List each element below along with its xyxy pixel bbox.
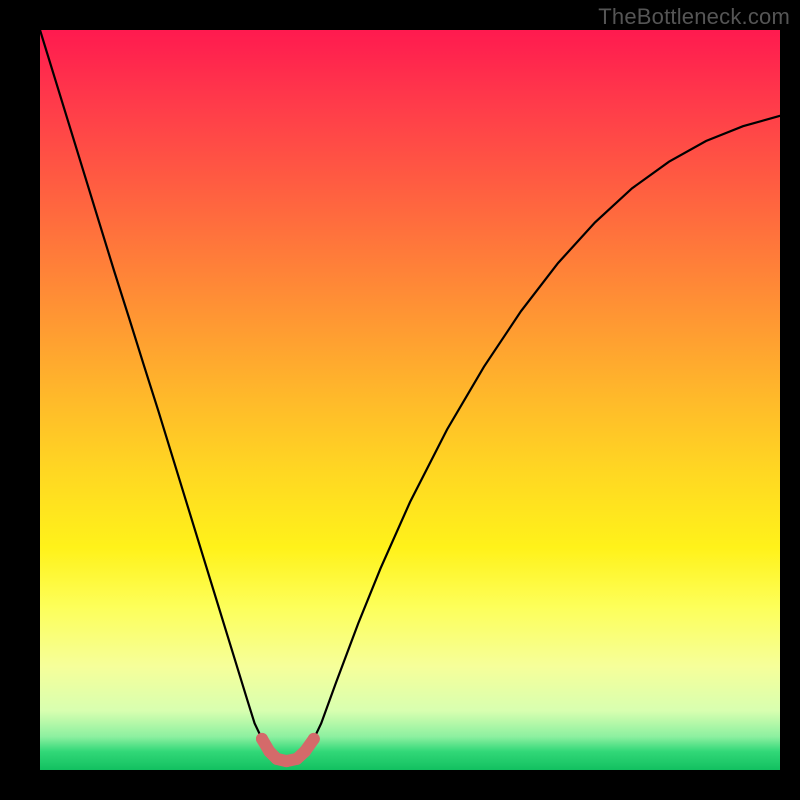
plot-area	[40, 30, 780, 770]
trough-dot	[280, 755, 292, 767]
trough-dot	[256, 733, 268, 745]
trough-dot	[308, 733, 320, 745]
watermark-text: TheBottleneck.com	[598, 4, 790, 30]
trough-dot	[299, 746, 311, 758]
chart-container: TheBottleneck.com	[0, 0, 800, 800]
bottleneck-chart	[0, 0, 800, 800]
